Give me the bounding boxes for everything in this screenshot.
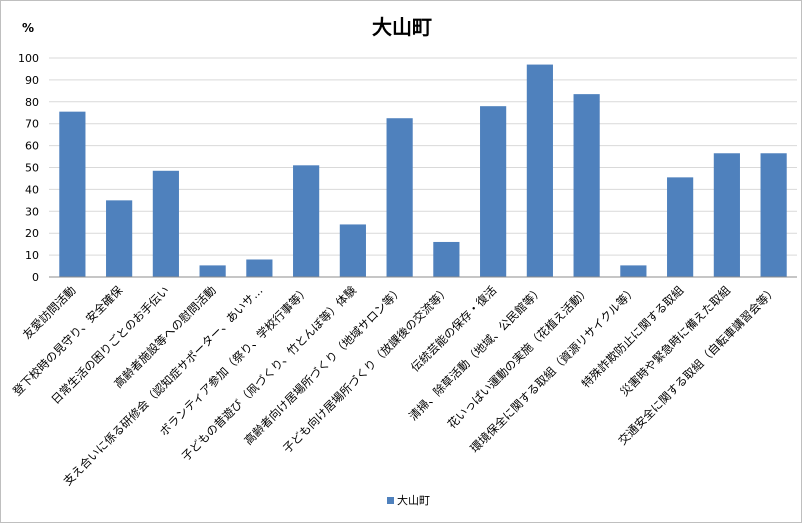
y-tick-label: 80 (25, 96, 39, 109)
bar (386, 118, 413, 277)
x-axis-ticks: 友愛訪問活動登下校時の見守り、安全確保日常生活の困りごとのお手伝い高齢者施設等へ… (10, 283, 780, 488)
legend-label: 大山町 (397, 493, 430, 507)
bar (339, 224, 366, 277)
y-tick-label: 90 (25, 74, 39, 87)
bar (667, 177, 694, 277)
bar (152, 170, 179, 277)
y-tick-label: 100 (18, 52, 39, 65)
y-tick-label: 10 (25, 249, 39, 262)
bar (480, 106, 507, 278)
y-tick-label: 40 (25, 183, 39, 196)
bar (573, 94, 600, 277)
bar (59, 111, 86, 277)
x-tick-label: 子ども向け居場所づくり（放課後の交流等） (280, 283, 453, 456)
bar (293, 165, 320, 277)
legend: 大山町 (387, 493, 430, 507)
bar (760, 153, 787, 277)
bar (106, 200, 133, 277)
y-axis-unit-label: % (22, 21, 34, 35)
x-tick-label: 伝統芸能の保存・復活 (408, 283, 499, 374)
y-tick-label: 30 (25, 205, 39, 218)
x-tick-label: 子どもの昔遊び（凧づくり、竹とんぼ等）体験 (179, 283, 360, 464)
y-axis-ticks: 0 10 20 30 40 50 60 70 80 90 100 (18, 52, 39, 284)
y-tick-label: 60 (25, 140, 39, 153)
legend-swatch (387, 497, 394, 504)
y-tick-label: 20 (25, 227, 39, 240)
bar (199, 265, 226, 277)
chart-title: 大山町 (372, 15, 432, 39)
x-tick-label: 環境保全に関する取組（資源リサイクル等） (467, 283, 639, 455)
y-tick-label: 0 (32, 271, 39, 284)
bar (246, 259, 273, 277)
y-tick-label: 50 (25, 162, 39, 175)
bar (526, 64, 553, 277)
y-tick-label: 70 (25, 118, 39, 131)
bar (713, 153, 740, 277)
bars (59, 64, 787, 278)
bar (620, 265, 647, 277)
bar (433, 241, 460, 277)
